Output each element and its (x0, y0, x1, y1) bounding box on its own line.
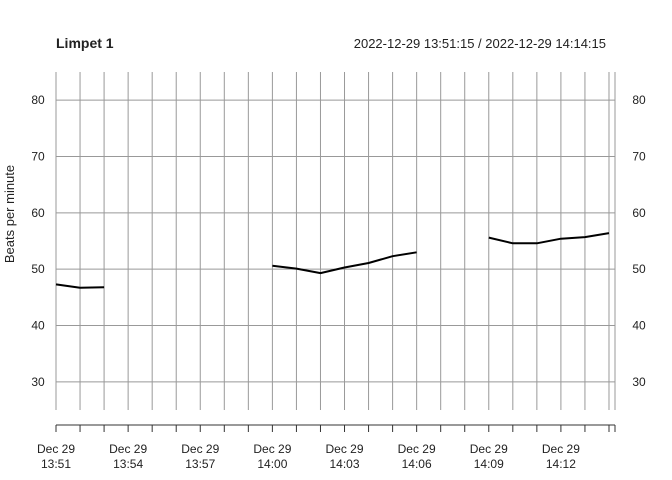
x-tick-label-time: 13:57 (185, 457, 215, 471)
y-tick-label: 80 (632, 93, 646, 107)
horizontal-gridlines (56, 99, 615, 383)
y-tick-labels-left: 30 40 50 60 70 80 (31, 93, 45, 389)
time-range-label: 2022-12-29 13:51:15 / 2022-12-29 14:14:1… (354, 36, 606, 51)
x-tick-label-date: Dec 29 (181, 442, 219, 456)
x-tick-label-date: Dec 29 (253, 442, 291, 456)
x-tick-label-date: Dec 29 (109, 442, 147, 456)
y-axis-label: Beats per minute (2, 165, 17, 263)
x-tick-label-time: 13:51 (41, 457, 71, 471)
y-tick-label: 40 (31, 319, 45, 333)
x-tick-label-time: 14:03 (330, 457, 360, 471)
y-tick-label: 50 (31, 262, 45, 276)
heart-rate-line-segment (272, 251, 417, 275)
x-tick-label-time: 14:12 (546, 457, 576, 471)
x-tick-label-time: 13:54 (113, 457, 143, 471)
axes (55, 72, 616, 432)
x-tick-label-date: Dec 29 (326, 442, 364, 456)
x-tick-label-time: 14:06 (402, 457, 432, 471)
heart-rate-line-segment (55, 283, 105, 289)
y-tick-label: 60 (31, 206, 45, 220)
x-tick-label-time: 14:00 (257, 457, 287, 471)
y-tick-label: 70 (632, 150, 646, 164)
series-lines (55, 232, 610, 289)
y-tick-label: 60 (632, 206, 646, 220)
x-tick-label-date: Dec 29 (470, 442, 508, 456)
y-tick-label: 50 (632, 262, 646, 276)
y-tick-label: 40 (632, 319, 646, 333)
x-tick-label-date: Dec 29 (37, 442, 75, 456)
x-tick-label-date: Dec 29 (398, 442, 436, 456)
y-tick-labels-right: 30 40 50 60 70 80 (632, 93, 646, 389)
vertical-gridlines (55, 72, 610, 410)
chart-title: Limpet 1 (56, 35, 114, 51)
y-tick-label: 30 (632, 375, 646, 389)
y-tick-label: 30 (31, 375, 45, 389)
x-tick-label-date: Dec 29 (542, 442, 580, 456)
y-tick-label: 70 (31, 150, 45, 164)
y-tick-label: 80 (31, 93, 45, 107)
heart-rate-line-segment (488, 232, 610, 245)
x-tick-label-time: 14:09 (474, 457, 504, 471)
